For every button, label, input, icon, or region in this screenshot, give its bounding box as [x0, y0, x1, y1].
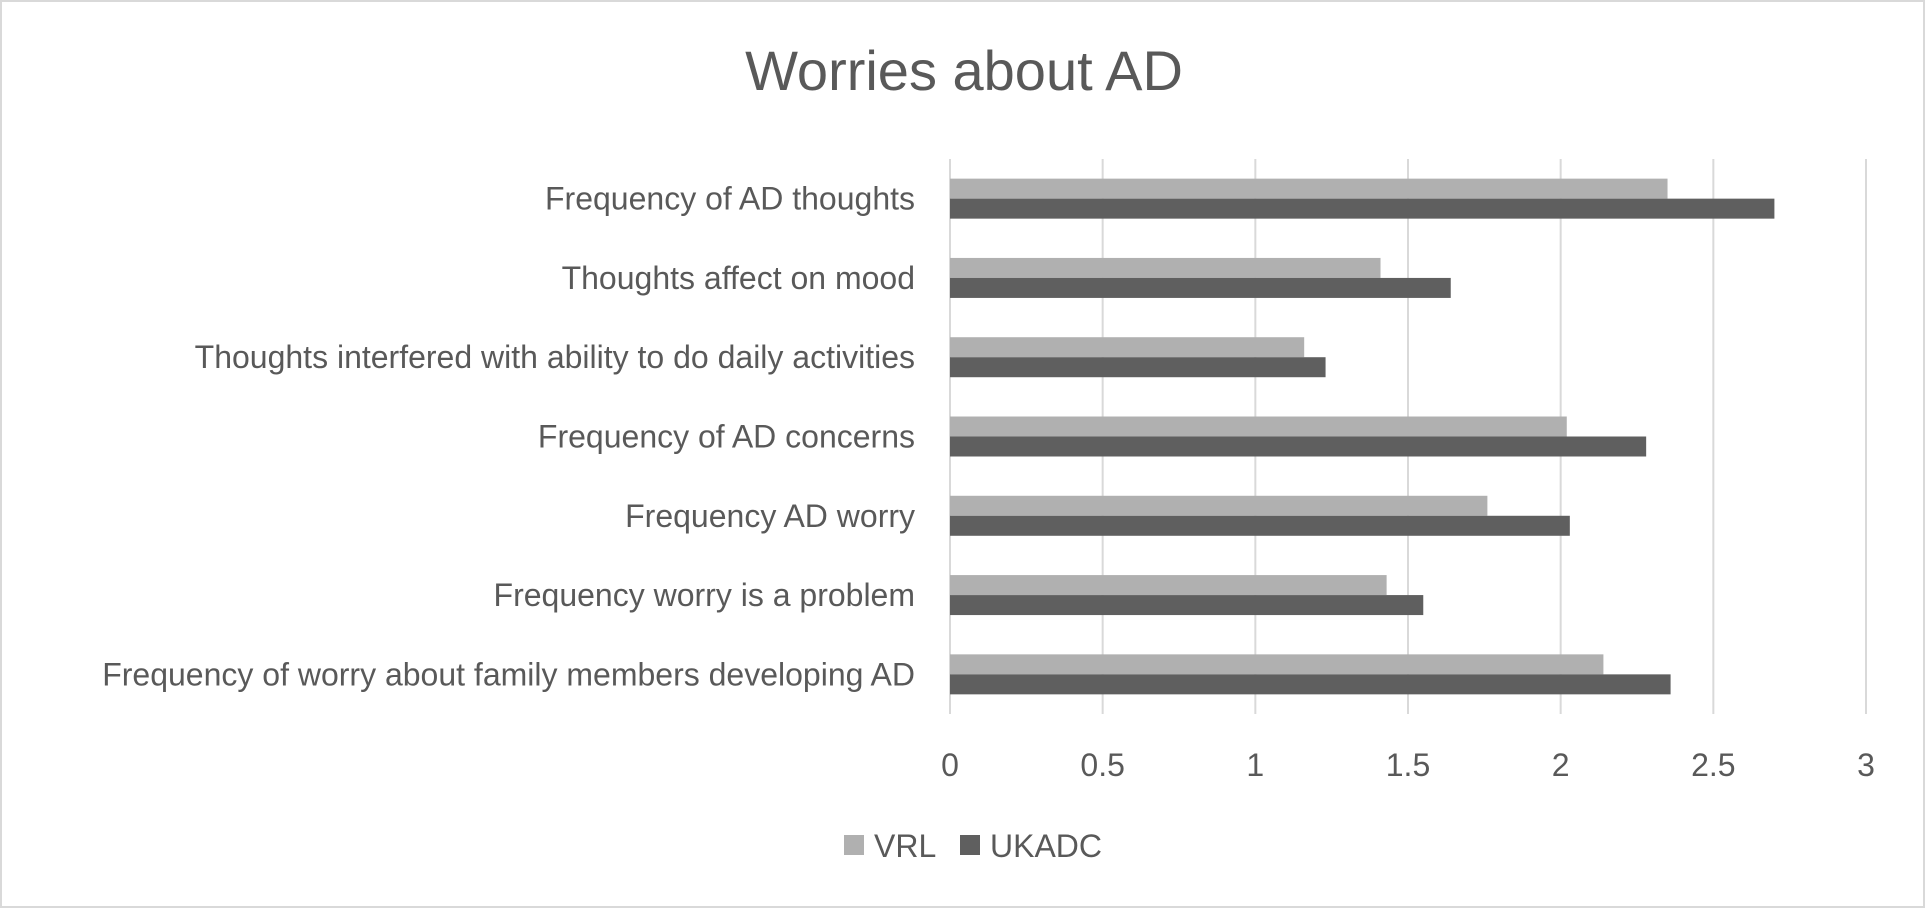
bar-vrl	[950, 257, 1381, 278]
category-label: Thoughts interfered with ability to do d…	[195, 339, 915, 375]
x-tick-label: 1.5	[1386, 747, 1430, 783]
category-label: Frequency worry is a problem	[494, 577, 915, 613]
x-tick-label: 2.5	[1691, 747, 1735, 783]
legend-swatch-vrl	[844, 835, 864, 855]
category-label: Frequency of worry about family members …	[102, 656, 915, 692]
bar-ukadc	[950, 436, 1647, 457]
bar-ukadc	[950, 357, 1326, 378]
bar-vrl	[950, 337, 1305, 358]
legend: VRL UKADC	[844, 828, 1102, 864]
category-label: Thoughts affect on mood	[562, 260, 915, 296]
x-tick-label: 2	[1552, 747, 1570, 783]
legend-swatch-ukadc	[960, 835, 980, 855]
bar-vrl	[950, 495, 1488, 516]
bar-vrl	[950, 575, 1387, 596]
legend-label-vrl: VRL	[874, 828, 936, 864]
bar-vrl	[950, 654, 1604, 675]
legend-label-ukadc: UKADC	[990, 828, 1102, 864]
category-label-layer: Frequency of AD thoughts Thoughts affect …	[102, 181, 915, 693]
bar-ukadc	[950, 595, 1424, 616]
category-label: Frequency AD worry	[625, 498, 915, 534]
bar-ukadc	[950, 198, 1775, 219]
tick-label-layer: 0 0.5 1 1.5 2 2.5 3	[941, 747, 1875, 783]
x-tick-label: 0.5	[1080, 747, 1124, 783]
x-tick-label: 3	[1857, 747, 1875, 783]
bar-ukadc	[950, 277, 1451, 298]
bar-ukadc	[950, 674, 1671, 695]
bar-vrl	[950, 416, 1567, 437]
bar-vrl	[950, 178, 1668, 199]
x-tick-label: 1	[1246, 747, 1264, 783]
chart-title: Worries about AD	[745, 39, 1183, 102]
x-tick-label: 0	[941, 747, 959, 783]
bar-layer	[950, 178, 1775, 695]
category-label: Frequency of AD thoughts	[545, 181, 915, 217]
bar-ukadc	[950, 515, 1570, 536]
category-label: Frequency of AD concerns	[538, 419, 915, 455]
